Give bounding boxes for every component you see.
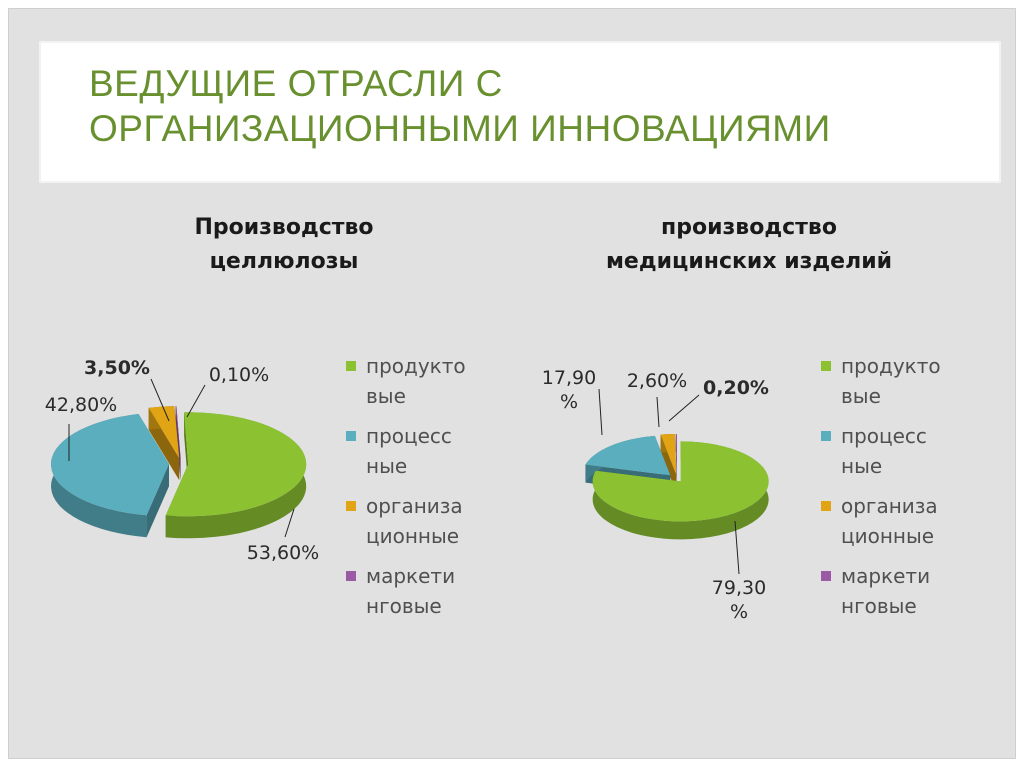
slice-top bbox=[51, 413, 170, 516]
chart-1-title: Производство целлюлозы bbox=[99, 211, 469, 279]
legend-text: продукто bbox=[841, 354, 941, 378]
data-label-organizational: 2,60% bbox=[627, 370, 687, 392]
slice-top bbox=[148, 406, 180, 459]
legend-swatch-marketing bbox=[821, 571, 831, 581]
slice-top bbox=[585, 435, 671, 476]
legend-text: продукто bbox=[366, 354, 466, 378]
legend-text: нговые bbox=[366, 594, 442, 618]
pie-slice-organizational bbox=[148, 406, 180, 481]
leader-line bbox=[668, 394, 700, 422]
pie-slice-organizational bbox=[660, 434, 677, 493]
legend-swatch-product bbox=[346, 361, 356, 371]
data-label-process: 17,90% bbox=[542, 367, 596, 413]
pie-slice-product bbox=[165, 412, 307, 539]
data-label-marketing: 0,20% bbox=[703, 377, 769, 399]
data-label-marketing: 0,10% bbox=[209, 364, 269, 386]
chart-1-title-line-1: Производство bbox=[194, 215, 374, 240]
legend-swatch-organizational bbox=[821, 501, 831, 511]
pie-slice-marketing bbox=[675, 434, 677, 493]
slice-top bbox=[165, 412, 307, 517]
legend-swatch-process bbox=[821, 431, 831, 441]
pie-slice-process bbox=[51, 413, 170, 538]
data-label-product: 53,60% bbox=[247, 542, 319, 564]
data-label-product: 79,30% bbox=[712, 577, 766, 623]
slice-top bbox=[660, 434, 677, 475]
title-box: ВЕДУЩИЕ ОТРАСЛИ С ОРГАНИЗАЦИОННЫМИ ИННОВ… bbox=[39, 41, 1001, 183]
legend-text: маркети bbox=[841, 564, 931, 588]
leader-line bbox=[656, 396, 660, 428]
legend-text: организа bbox=[841, 494, 938, 518]
slice-top bbox=[175, 406, 181, 459]
chart-1-legend-item-process: процесс ные bbox=[346, 421, 496, 481]
chart-1-legend: продукто вые процесс ные организа ционны… bbox=[346, 351, 496, 631]
chart-2-legend-item-process: процесс ные bbox=[821, 421, 971, 481]
legend-text: ные bbox=[841, 454, 883, 478]
legend-swatch-product bbox=[821, 361, 831, 371]
chart-1-legend-item-marketing: маркети нговые bbox=[346, 561, 496, 621]
chart-2-title: производство медицинских изделий bbox=[539, 211, 959, 279]
chart-2-legend-item-marketing: маркети нговые bbox=[821, 561, 971, 621]
chart-2-legend-item-product: продукто вые bbox=[821, 351, 971, 411]
pie-slice-product bbox=[592, 441, 769, 540]
leader-line bbox=[598, 388, 603, 436]
legend-swatch-process bbox=[346, 431, 356, 441]
legend-text: ционные bbox=[841, 524, 935, 548]
pie-chart-2: 79,30 % 17,90 % 2,60% 0,20% bbox=[542, 367, 769, 623]
chart-1-title-line-2: целлюлозы bbox=[209, 249, 359, 274]
slide-title-line-1: ВЕДУЩИЕ ОТРАСЛИ С bbox=[89, 63, 503, 104]
legend-text: нговые bbox=[841, 594, 917, 618]
leader-line bbox=[284, 508, 295, 538]
pie-slice-marketing bbox=[175, 406, 181, 481]
legend-text: вые bbox=[841, 384, 881, 408]
leader-line bbox=[150, 378, 170, 422]
legend-text: ные bbox=[366, 454, 408, 478]
chart-1-legend-item-organizational: организа ционные bbox=[346, 491, 496, 551]
legend-swatch-marketing bbox=[346, 571, 356, 581]
chart-2-title-line-1: производство bbox=[661, 215, 837, 240]
leader-line bbox=[734, 520, 740, 575]
data-label-process: 42,80% bbox=[45, 394, 117, 416]
slice-top bbox=[675, 434, 677, 475]
legend-text: организа bbox=[366, 494, 463, 518]
leader-line bbox=[186, 384, 206, 418]
legend-text: процесс bbox=[841, 424, 927, 448]
legend-text: процесс bbox=[366, 424, 452, 448]
chart-1-legend-item-product: продукто вые bbox=[346, 351, 496, 411]
slide-title-line-2: ОРГАНИЗАЦИОННЫМИ ИННОВАЦИЯМИ bbox=[89, 108, 831, 149]
pie-charts: 53,60% 42,80% 3,50% 0,10% 79,30 % 17,90 % 2,60% 0… bbox=[45, 357, 769, 623]
slide: ВЕДУЩИЕ ОТРАСЛИ С ОРГАНИЗАЦИОННЫМИ ИННОВ… bbox=[8, 8, 1016, 759]
slide-title: ВЕДУЩИЕ ОТРАСЛИ С ОРГАНИЗАЦИОННЫМИ ИННОВ… bbox=[89, 61, 969, 151]
chart-2-title-line-2: медицинских изделий bbox=[605, 249, 893, 274]
slice-top bbox=[592, 441, 769, 522]
legend-text: ционные bbox=[366, 524, 460, 548]
pie-chart-1: 53,60% 42,80% 3,50% 0,10% bbox=[45, 357, 319, 564]
legend-swatch-organizational bbox=[346, 501, 356, 511]
legend-text: вые bbox=[366, 384, 406, 408]
slice-wall bbox=[146, 464, 170, 538]
chart-2-legend: продукто вые процесс ные организа ционны… bbox=[821, 351, 971, 631]
data-label-organizational: 3,50% bbox=[84, 357, 150, 379]
legend-text: маркети bbox=[366, 564, 456, 588]
chart-2-legend-item-organizational: организа ционные bbox=[821, 491, 971, 551]
